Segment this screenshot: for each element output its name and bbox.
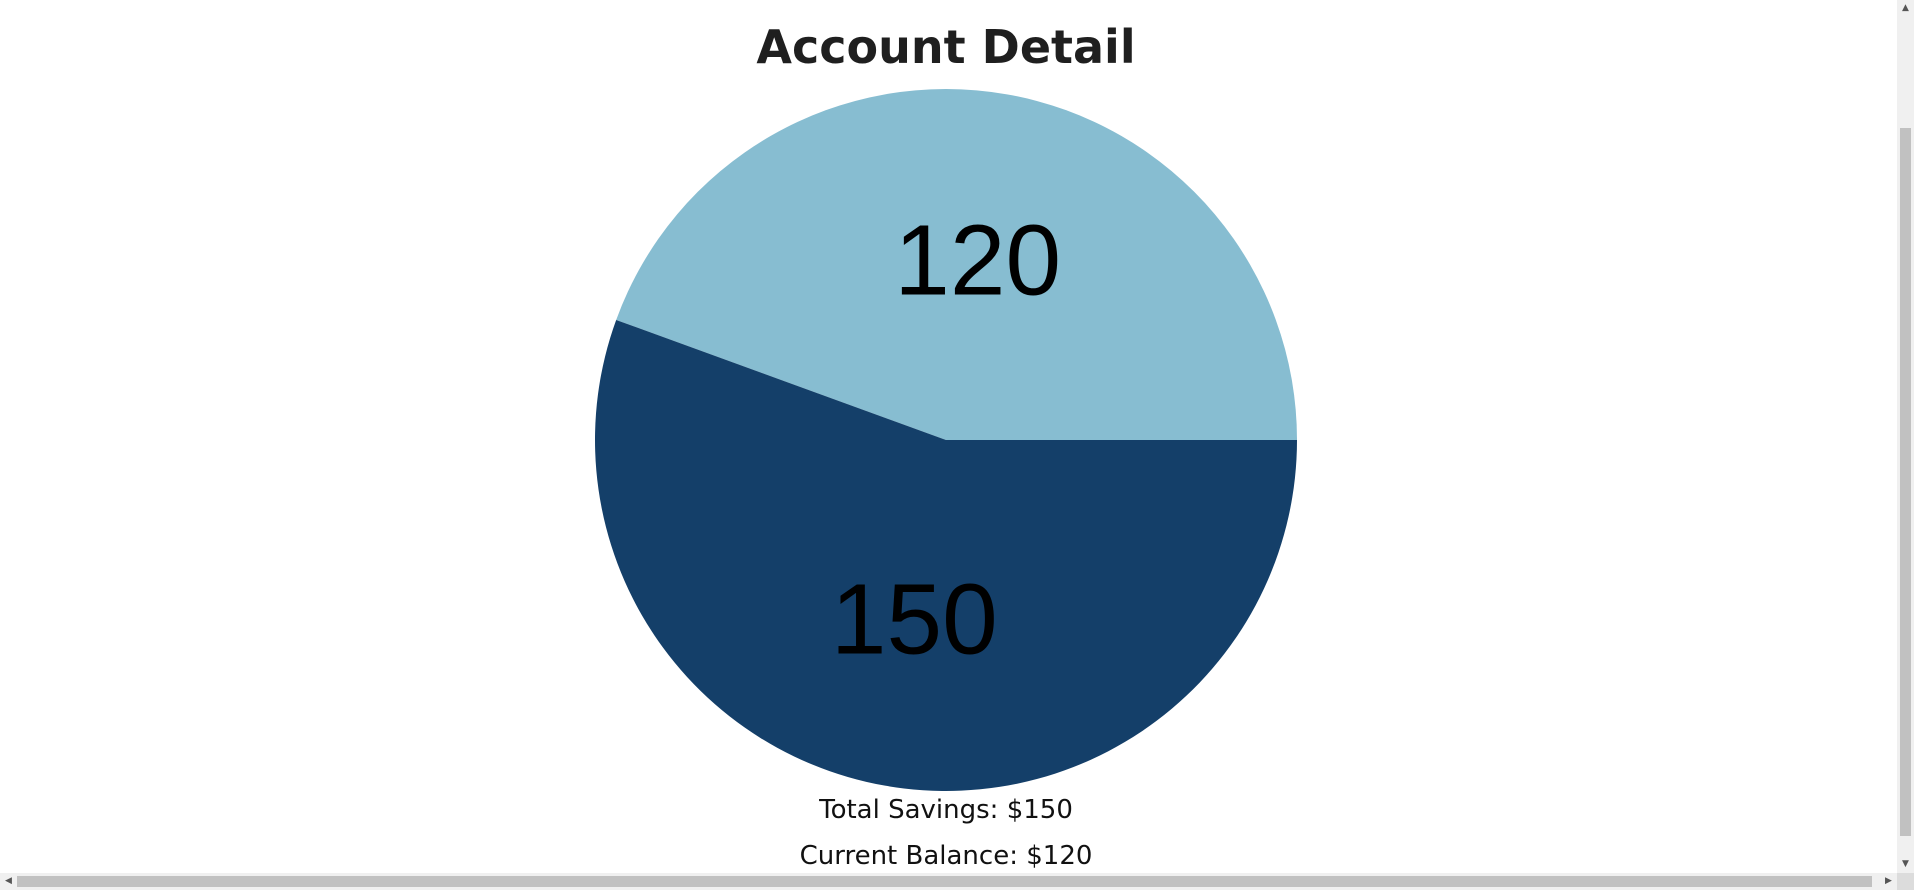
- vertical-scroll-thumb[interactable]: [1900, 128, 1911, 836]
- horizontal-scroll-thumb[interactable]: [17, 876, 1872, 887]
- scroll-up-arrow-icon[interactable]: ▲: [1902, 3, 1909, 13]
- page-title: Account Detail: [756, 20, 1136, 74]
- pie-slice-150: [594, 319, 1297, 792]
- pie-slice-120: [616, 89, 1297, 440]
- pie-slice-label: 150: [831, 564, 998, 676]
- pie-slice-label: 120: [894, 204, 1061, 316]
- scroll-right-arrow-icon[interactable]: ▶: [1885, 876, 1892, 886]
- vertical-scrollbar[interactable]: ▲ ▼: [1897, 0, 1914, 873]
- scroll-down-arrow-icon[interactable]: ▼: [1902, 859, 1909, 869]
- account-pie-chart: 120 150: [594, 89, 1297, 792]
- scrollbar-corner: [1897, 873, 1914, 890]
- total-savings-text: Total Savings: $150: [819, 795, 1073, 825]
- scroll-left-arrow-icon[interactable]: ◀: [5, 876, 12, 886]
- current-balance-text: Current Balance: $120: [799, 841, 1093, 871]
- horizontal-scrollbar[interactable]: ◀ ▶: [0, 873, 1897, 890]
